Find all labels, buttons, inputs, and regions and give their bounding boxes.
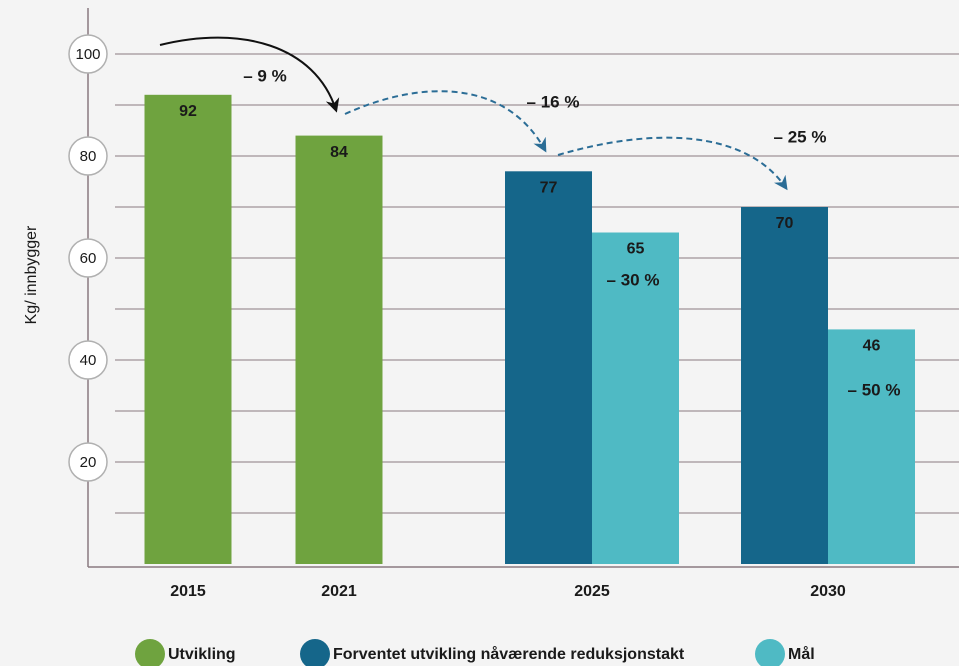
legend-swatch [755,639,785,666]
arrow [159,36,340,113]
y-tick-label: 60 [80,250,97,267]
y-tick-marker [68,238,108,278]
y-axis-label: Kg/ innbygger [23,225,40,324]
value-label: 46 [863,338,881,355]
bar [295,135,383,564]
legend-label: Utvikling [168,646,236,663]
bar [741,207,828,564]
y-tick-marker [68,34,108,74]
value-label: 84 [330,144,348,161]
annotation: – 16 % [527,92,580,111]
value-label: 65 [627,241,645,258]
bar [505,171,592,565]
annotation: – 30 % [607,270,660,289]
y-ticks: 20 40 60 80 100 [68,34,108,482]
bar [144,94,232,565]
x-tick-label: 2021 [321,583,357,600]
x-tick-label: 2025 [574,583,610,600]
value-label: 77 [540,180,558,197]
y-tick-label: 100 [75,46,100,63]
legend-swatch [300,639,330,666]
annotation: – 50 % [848,380,901,399]
arrow [344,90,547,153]
annotation: – 25 % [774,127,827,146]
bar [828,329,915,564]
y-tick-marker [68,340,108,380]
value-label: 92 [179,103,197,120]
bars [144,94,915,565]
x-tick-label: 2030 [810,583,846,600]
y-tick-label: 80 [80,148,97,165]
y-tick-label: 20 [80,454,97,471]
annotation: – 9 % [243,66,286,85]
legend-label: Forventet utvikling nåværende reduksjons… [333,645,685,663]
arrow [557,136,788,191]
legend-swatch [135,639,165,666]
legend-label: Mål [788,645,815,663]
labels: 2015 92 2021 84 2025 77 65 2030 70 46 – 9 % – 16 % –… [170,66,900,600]
y-tick-marker [68,442,108,482]
y-tick-marker [68,136,108,176]
x-tick-label: 2015 [170,583,206,600]
y-tick-label: 40 [80,352,97,369]
bar [592,232,679,564]
value-label: 70 [776,215,794,232]
